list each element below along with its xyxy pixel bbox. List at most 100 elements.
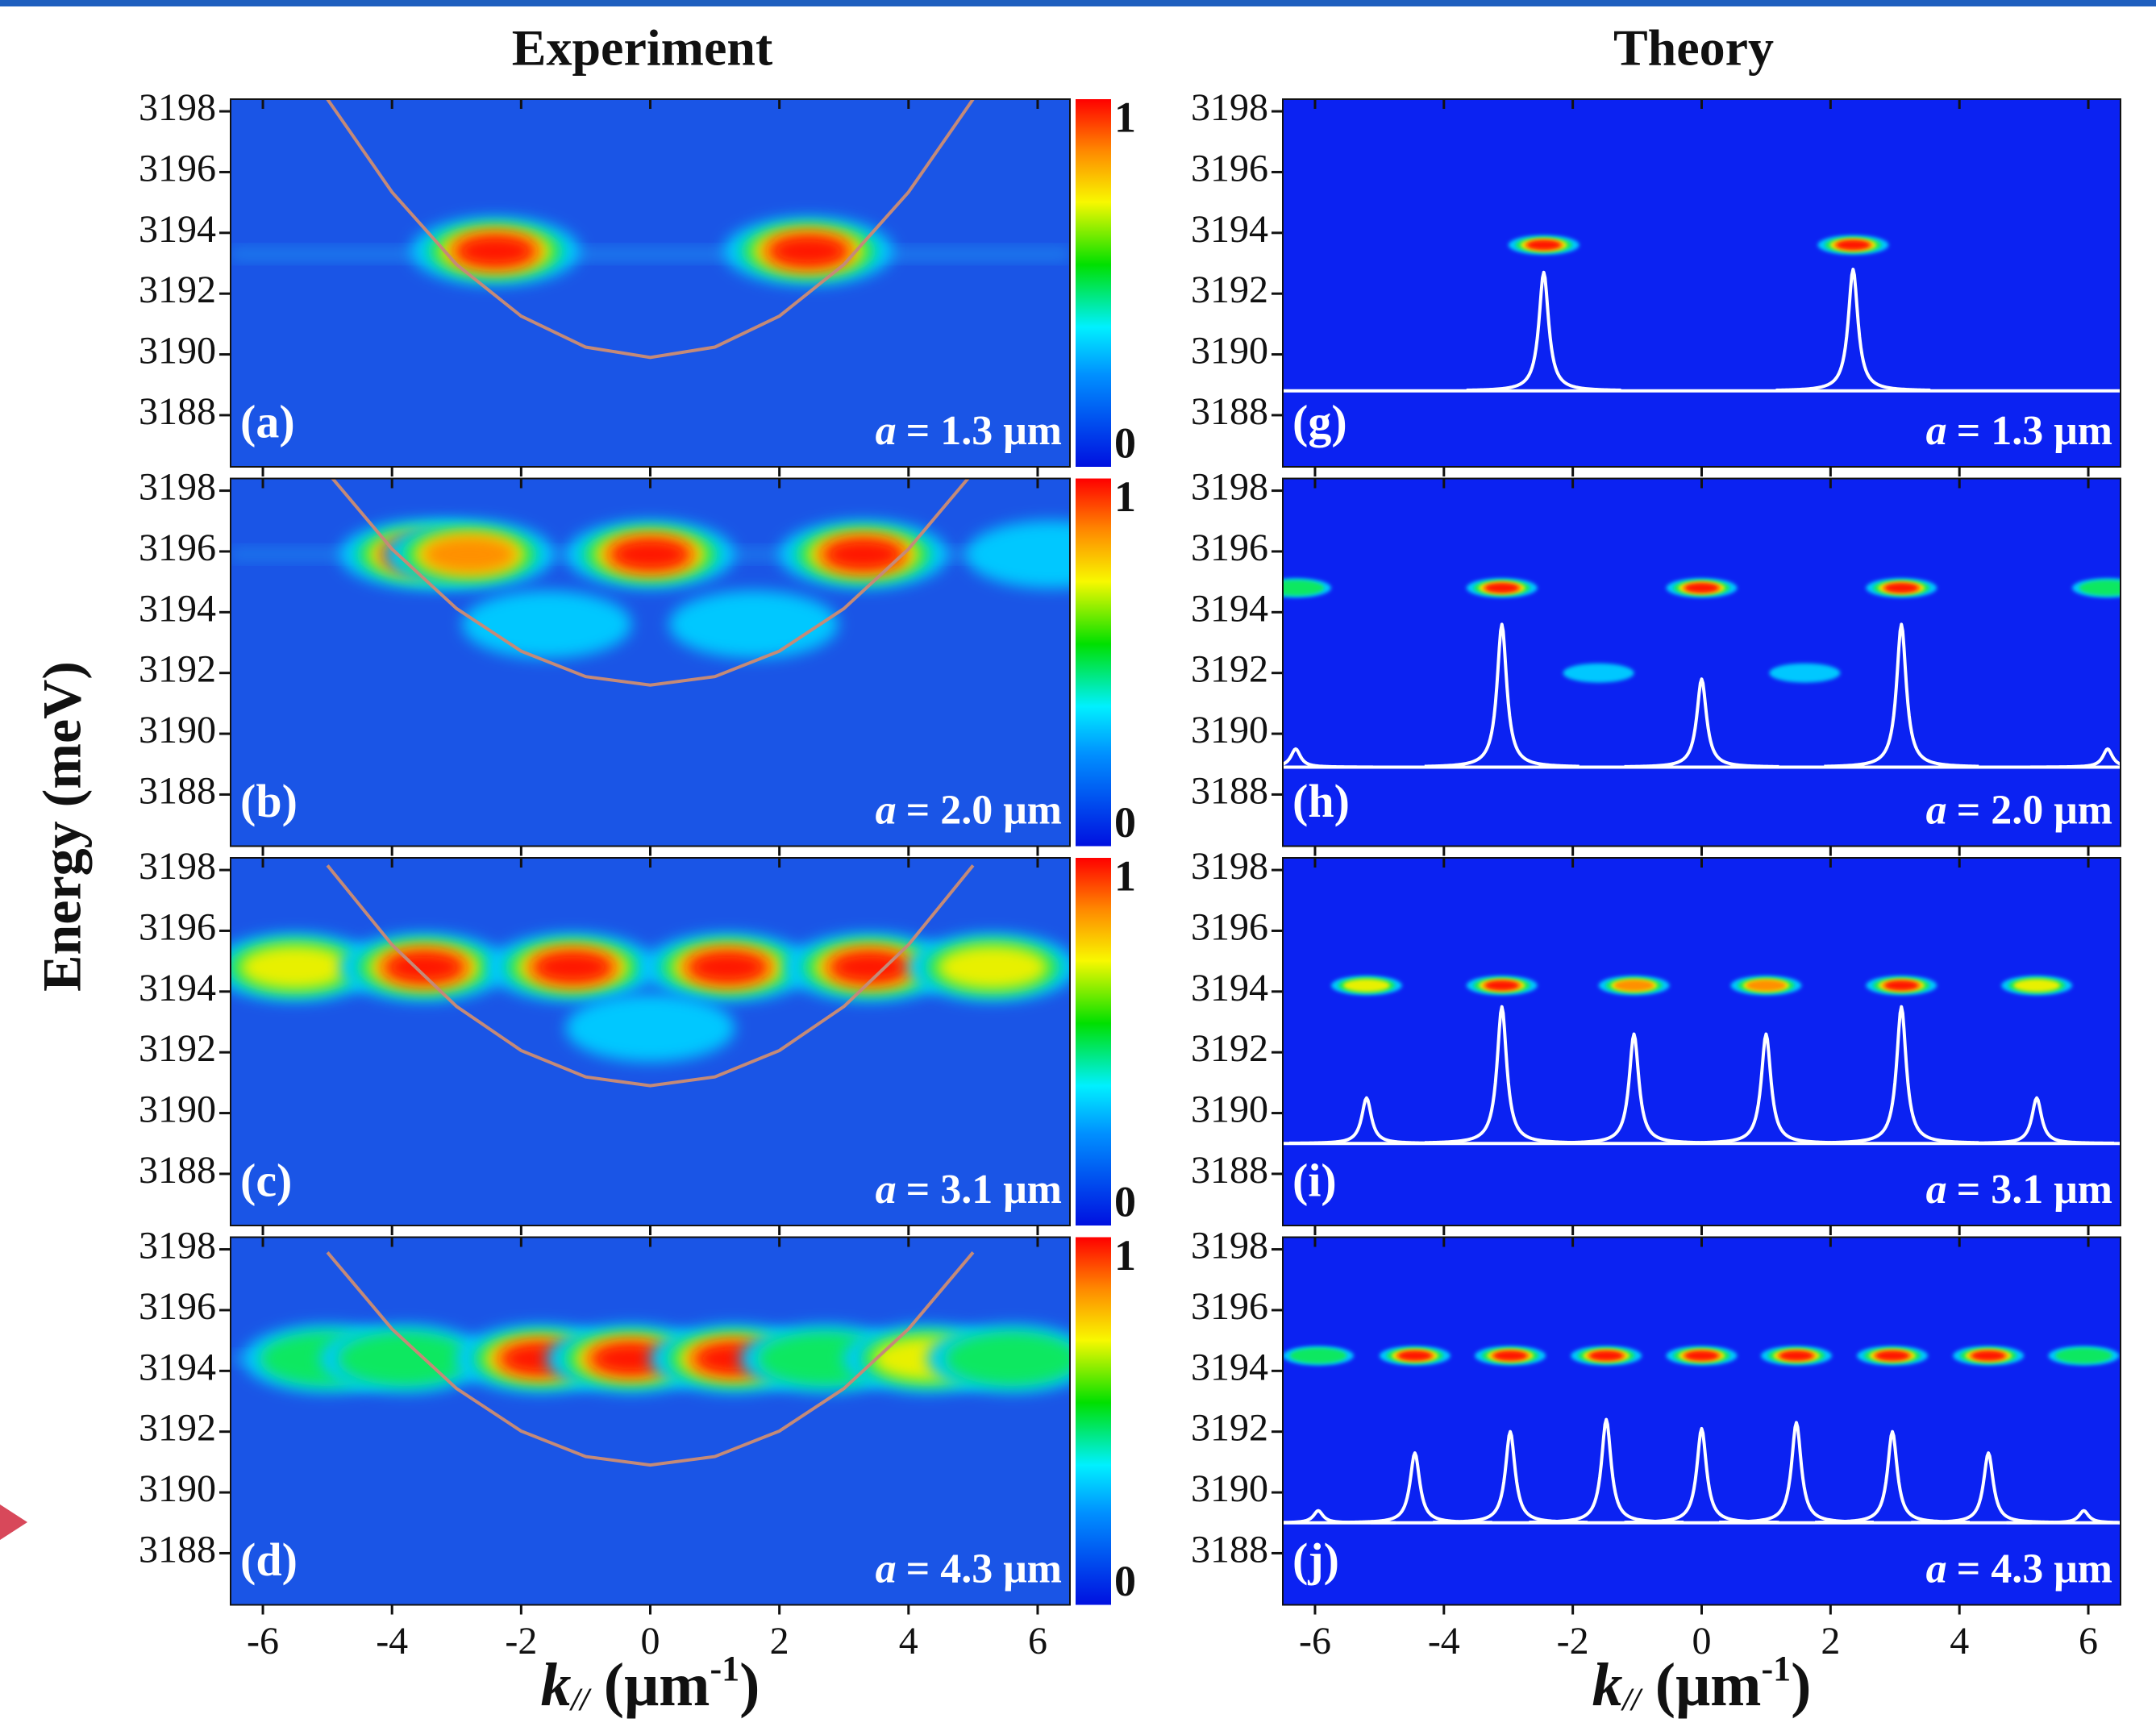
intensity-spot (1971, 1350, 2005, 1360)
intensity-spot (1485, 583, 1518, 593)
lattice-constant: a = 2.0 μm (876, 787, 1062, 833)
y-tick-label: 3188 (139, 1528, 216, 1571)
y-tick-label: 3192 (139, 268, 216, 311)
intensity-spot (456, 235, 535, 267)
x-tick-label: 4 (1950, 1620, 1969, 1662)
intensity-spot (830, 951, 909, 983)
panel (231, 478, 1070, 847)
plot-background (231, 1237, 1070, 1605)
y-tick-label: 3196 (139, 147, 216, 189)
intensity-band (231, 248, 1070, 260)
colorbar (1076, 1237, 1111, 1605)
spectrum-peak (2006, 1509, 2121, 1525)
intensity-spot (1885, 980, 1918, 990)
intensity-spot (1589, 1350, 1623, 1360)
intensity-spot (462, 590, 632, 659)
intensity-spot (1342, 979, 1390, 993)
panel (231, 1237, 1070, 1605)
y-tick-label: 3196 (1191, 147, 1268, 189)
dispersion-curve (326, 864, 975, 1088)
panel (1283, 99, 2121, 467)
spectrum-peak (2029, 747, 2121, 769)
x-axis-exponent: -1 (710, 1649, 739, 1688)
intensity-spot (2013, 979, 2061, 993)
colorbar-tick-label: 1 (1114, 1231, 1136, 1280)
spectrum-peak (1823, 622, 1979, 768)
x-axis-exponent: -1 (1761, 1649, 1791, 1688)
y-tick-label: 3194 (139, 1346, 216, 1388)
lattice-constant: a = 4.3 μm (876, 1546, 1062, 1592)
x-tick-label: -6 (1299, 1620, 1331, 1662)
intensity-spot (422, 535, 518, 574)
spectrum-peak (1556, 1032, 1712, 1145)
lattice-symbol: a (876, 1546, 897, 1592)
spectrum-peak (1288, 1096, 1445, 1145)
y-tick-label: 3194 (139, 967, 216, 1009)
spectrum-peak (1775, 268, 1931, 392)
plot-background (1283, 858, 2121, 1226)
panel (231, 99, 1070, 467)
y-tick-label: 3194 (1191, 587, 1268, 630)
spectrum-peak (1283, 747, 1374, 769)
lattice-constant: a = 3.1 μm (1926, 1167, 2112, 1213)
y-tick-label: 3198 (1191, 86, 1268, 129)
intensity-spot (1613, 980, 1654, 992)
dispersion-curve (326, 99, 975, 360)
y-tick-label: 3192 (1191, 268, 1268, 311)
panel-label: (c) (240, 1154, 292, 1206)
y-tick-label: 3194 (1191, 1346, 1268, 1388)
panel-label: (a) (240, 395, 295, 447)
colorbar-tick-label: 0 (1114, 1177, 1136, 1226)
colorbar-tick-label: 0 (1114, 418, 1136, 467)
y-tick-label: 3188 (1191, 769, 1268, 812)
y-tick-label: 3188 (139, 390, 216, 433)
dispersion-curve (326, 1251, 975, 1467)
intensity-spot (385, 951, 464, 983)
y-tick-label: 3198 (1191, 1225, 1268, 1267)
spectrum-peak (1688, 1032, 1844, 1145)
colorbar (1076, 858, 1111, 1226)
spectrum-peak (1958, 1096, 2115, 1145)
y-tick-label: 3190 (1191, 1088, 1268, 1131)
y-axis-title: Energy (meV) (31, 661, 93, 992)
x-axis-title: k// (μm-1) (1592, 1649, 1812, 1719)
colorbar-tick-label: 0 (1114, 798, 1136, 847)
lattice-symbol: a (1926, 787, 1947, 833)
pointer-arrow (0, 1504, 27, 1540)
x-axis-subscript: // (569, 1681, 593, 1717)
intensity-spot (824, 539, 903, 571)
lattice-constant: a = 1.3 μm (1926, 408, 2112, 454)
panel-label: (d) (240, 1533, 298, 1586)
lattice-value: = 4.3 μm (1957, 1546, 2112, 1592)
panel-label: (j) (1292, 1533, 1339, 1586)
colorbar-tick-label: 1 (1114, 93, 1136, 141)
y-tick-label: 3196 (139, 1285, 216, 1328)
intensity-spot (1837, 240, 1870, 250)
y-tick-label: 3188 (139, 1149, 216, 1192)
y-tick-label: 3190 (139, 330, 216, 372)
top-rule (0, 0, 2156, 6)
intensity-spot (1885, 583, 1918, 593)
x-tick-label: 4 (899, 1620, 918, 1662)
lattice-value: = 3.1 μm (1957, 1167, 2112, 1213)
y-tick-label: 3198 (139, 86, 216, 129)
y-tick-label: 3190 (1191, 709, 1268, 751)
dispersion-curve (330, 478, 971, 687)
lattice-constant: a = 3.1 μm (876, 1167, 1062, 1213)
y-tick-label: 3198 (139, 1225, 216, 1267)
intensity-spot (2079, 580, 2121, 596)
x-tick-label: 0 (1692, 1620, 1712, 1662)
intensity-spot (2055, 1347, 2112, 1364)
x-axis-subscript: // (1621, 1681, 1644, 1717)
column-title: Experiment (512, 19, 773, 77)
y-tick-label: 3190 (1191, 330, 1268, 372)
intensity-spot (1485, 980, 1518, 990)
lattice-symbol: a (876, 1167, 897, 1213)
intensity-spot (611, 539, 689, 571)
x-axis-symbol: k (1592, 1651, 1623, 1719)
lattice-constant: a = 2.0 μm (1926, 787, 2112, 833)
y-tick-label: 3188 (1191, 1528, 1268, 1571)
intensity-spot (769, 235, 847, 267)
plot-background (1283, 99, 2121, 467)
y-tick-label: 3198 (1191, 845, 1268, 888)
